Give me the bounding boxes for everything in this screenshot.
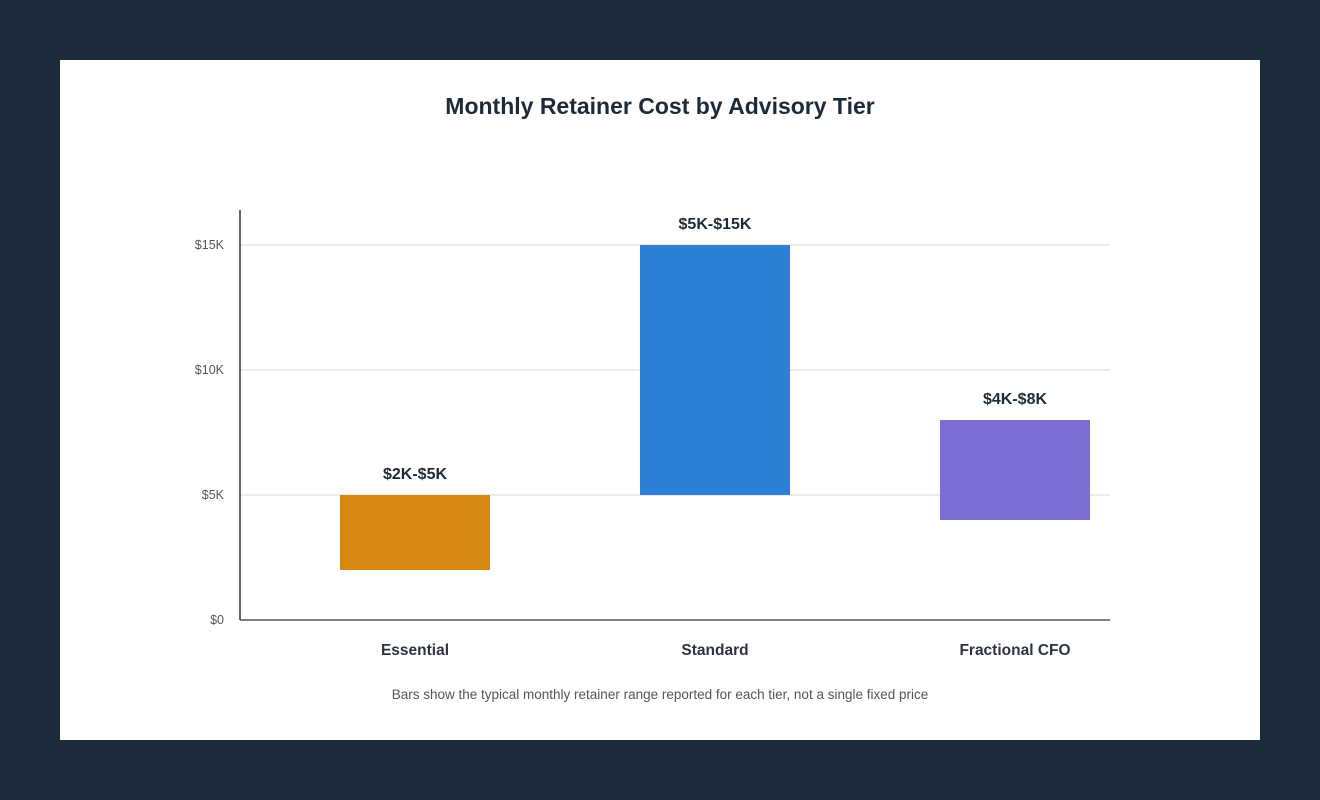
range-bar [640,245,790,495]
chart-title: Monthly Retainer Cost by Advisory Tier [445,93,875,119]
y-tick-label: $15K [195,238,225,252]
data-label: $2K-$5K [383,466,447,483]
x-category-label: Fractional CFO [959,642,1070,659]
chart-footnote: Bars show the typical monthly retainer r… [391,687,929,702]
data-label: $5K-$15K [679,216,752,233]
range-bar-chart: $0 $5K $10K $15K $2K-$5K Essential $5K-$15K Sta… [195,210,1110,659]
x-category-label: Standard [681,642,748,659]
range-bar [940,420,1090,520]
chart-card: Monthly Retainer Cost by Advisory Tier $… [60,60,1260,740]
range-bar [340,495,490,570]
y-tick-label: $10K [195,363,225,377]
x-category-label: Essential [381,642,449,659]
data-label: $4K-$8K [983,391,1047,408]
y-tick-label: $5K [202,488,225,502]
y-tick-label: $0 [210,613,224,627]
